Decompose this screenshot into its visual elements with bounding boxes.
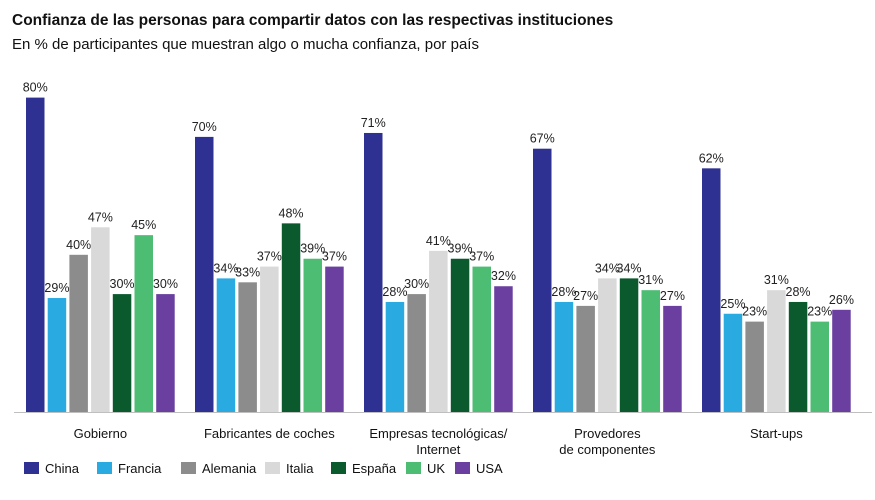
legend-swatch	[406, 462, 421, 474]
bar	[663, 305, 682, 412]
bar	[576, 305, 595, 412]
category-label: Start-ups	[750, 426, 803, 441]
data-label: 30%	[110, 277, 135, 291]
bar	[788, 301, 808, 412]
bar	[429, 250, 448, 412]
category-label: Gobierno	[74, 426, 127, 441]
legend-swatch	[455, 462, 470, 474]
bar	[641, 290, 660, 412]
data-label: 27%	[573, 289, 598, 303]
bar	[238, 282, 257, 412]
data-label: 30%	[404, 277, 429, 291]
chart-title: Confianza de las personas para compartir…	[12, 12, 614, 29]
data-label: 31%	[638, 273, 663, 287]
data-label: 28%	[382, 285, 407, 299]
legend-label: Italia	[286, 461, 314, 476]
legend-label: España	[352, 461, 397, 476]
bar	[26, 97, 45, 412]
bar	[260, 266, 279, 412]
data-label: 71%	[361, 116, 386, 130]
data-label: 48%	[279, 206, 304, 220]
data-label: 80%	[23, 81, 48, 95]
bar	[325, 266, 344, 412]
data-label: 39%	[300, 242, 325, 256]
bar	[91, 227, 110, 412]
legend-label: Francia	[118, 461, 162, 476]
data-label: 62%	[699, 151, 724, 165]
legend-label: Alemania	[202, 461, 257, 476]
data-label: 32%	[491, 269, 516, 283]
bar	[156, 294, 175, 412]
bar	[195, 136, 214, 412]
bar	[134, 235, 153, 412]
bar	[810, 321, 829, 412]
legend-label: UK	[427, 461, 445, 476]
data-label: 34%	[213, 261, 238, 275]
bar	[450, 258, 470, 412]
data-label: 37%	[469, 250, 494, 264]
data-label: 40%	[66, 238, 91, 252]
legend-swatch	[331, 462, 346, 474]
bar	[598, 278, 617, 412]
data-label: 29%	[44, 281, 69, 295]
bar	[494, 286, 513, 412]
bar	[47, 298, 67, 412]
data-label: 28%	[551, 285, 576, 299]
data-label: 31%	[764, 273, 789, 287]
data-label: 37%	[322, 250, 347, 264]
data-label: 37%	[257, 250, 282, 264]
bar	[407, 294, 426, 412]
category-label: Fabricantes de coches	[204, 426, 335, 441]
bar	[745, 321, 764, 412]
data-label: 34%	[595, 261, 620, 275]
data-label: 23%	[807, 305, 832, 319]
bar	[554, 301, 574, 412]
category-label: Empresas tecnológicas/Internet	[369, 426, 507, 457]
bar	[69, 254, 88, 412]
legend-label: China	[45, 461, 80, 476]
data-label: 33%	[235, 265, 260, 279]
bar	[832, 309, 851, 412]
bar	[385, 301, 405, 412]
bar	[767, 290, 786, 412]
legend-swatch	[265, 462, 280, 474]
data-label: 45%	[131, 218, 156, 232]
bar	[533, 148, 552, 412]
data-label: 28%	[786, 285, 811, 299]
data-label: 30%	[153, 277, 178, 291]
data-label: 39%	[448, 242, 473, 256]
data-label: 34%	[617, 261, 642, 275]
bar	[112, 294, 132, 412]
bar	[472, 266, 491, 412]
bar	[619, 278, 639, 412]
legend-swatch	[97, 462, 112, 474]
data-label: 70%	[192, 120, 217, 134]
data-label: 47%	[88, 210, 113, 224]
bar	[216, 278, 236, 412]
category-label: Provedores de componentes	[559, 426, 656, 457]
legend-label: USA	[476, 461, 503, 476]
bar	[723, 313, 743, 412]
data-label: 23%	[742, 305, 767, 319]
data-label: 25%	[720, 297, 745, 311]
data-label: 27%	[660, 289, 685, 303]
bar	[281, 223, 301, 412]
data-label: 67%	[530, 132, 555, 146]
data-label: 41%	[426, 234, 451, 248]
legend-swatch	[24, 462, 39, 474]
data-label: 26%	[829, 293, 854, 307]
legend-swatch	[181, 462, 196, 474]
bar	[702, 168, 721, 412]
bar	[303, 258, 322, 412]
chart-subtitle: En % de participantes que muestran algo …	[12, 36, 479, 53]
bar	[364, 132, 383, 412]
